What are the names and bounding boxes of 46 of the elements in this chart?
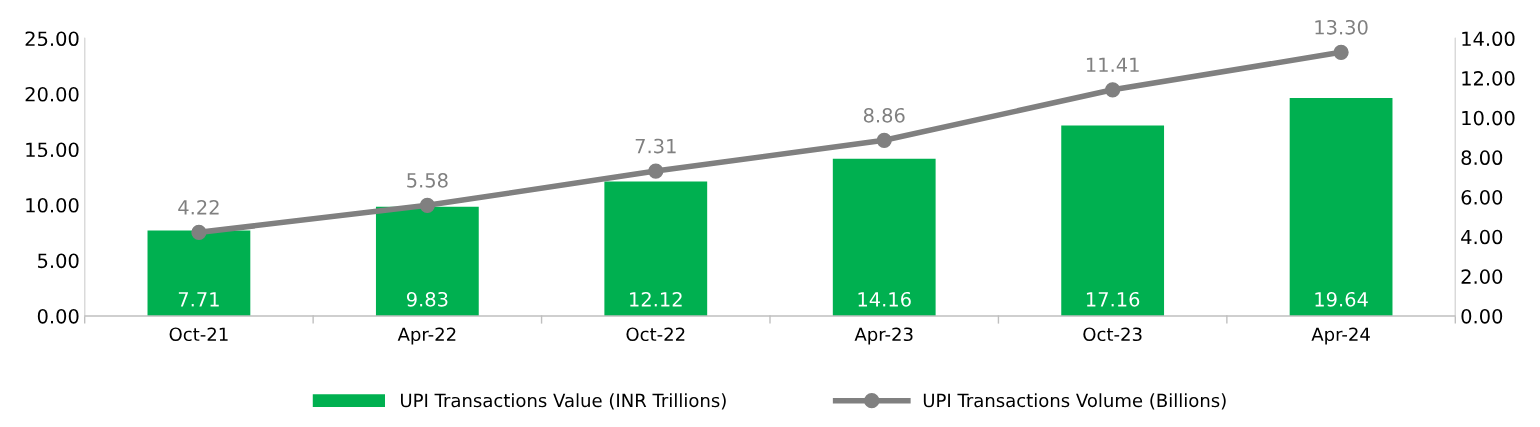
x-tick-label: Oct-21 [169,327,228,342]
y-tick-label: 20.00 [25,86,79,102]
bar [832,158,936,316]
bar [375,206,479,316]
point [419,197,435,213]
y2-tick-label: 10.00 [1462,110,1515,126]
data-label: 19.64 [1315,291,1368,307]
y2-tick-label: 14.00 [1462,31,1515,47]
data-label: 12.12 [630,291,682,307]
y-tick-label: 10.00 [26,197,79,213]
y2-tick-label: 8.00 [1461,150,1503,166]
x-tick-label: Apr-23 [854,327,913,345]
y2-tick-label: 0.00 [1461,308,1503,324]
legend-label: UPI Transactions Value (INR Trillions) [401,393,726,410]
data-label: 8.86 [863,107,905,123]
bar [1061,125,1165,316]
data-label: 14.16 [858,291,911,307]
y2-tick-label: 2.00 [1461,269,1503,284]
y2-tick-label: 4.00 [1461,229,1503,245]
point [191,224,207,240]
legend-label: UPI Transactions Volume (Billions) [923,393,1226,410]
data-label: 13.30 [1315,19,1368,35]
data-label: 9.83 [406,291,448,307]
y-tick-label: 25.00 [25,31,79,47]
data-label: 11.41 [1086,57,1139,72]
bar [147,230,251,316]
bar [1289,97,1393,316]
data-label: 17.16 [1086,291,1140,307]
x-tick-label: Apr-24 [1311,327,1370,345]
data-label: 4.22 [178,199,219,215]
y2-tick-label: 6.00 [1461,189,1503,205]
y-tick-label: 15.00 [26,142,79,158]
y-tick-label: 0.00 [37,308,79,324]
x-tick-label: Apr-22 [397,327,456,345]
data-label: 7.31 [635,138,676,154]
point [1105,82,1121,98]
point [1333,44,1349,60]
point [648,163,664,179]
data-label: 7.71 [178,292,219,307]
data-label: 5.58 [407,172,448,188]
bar [604,181,708,316]
y2-tick-label: 12.00 [1462,71,1515,86]
x-tick-label: Oct-22 [626,327,685,342]
point [876,132,892,148]
y-tick-label: 5.00 [38,253,79,269]
x-tick-label: Oct-23 [1083,327,1142,342]
